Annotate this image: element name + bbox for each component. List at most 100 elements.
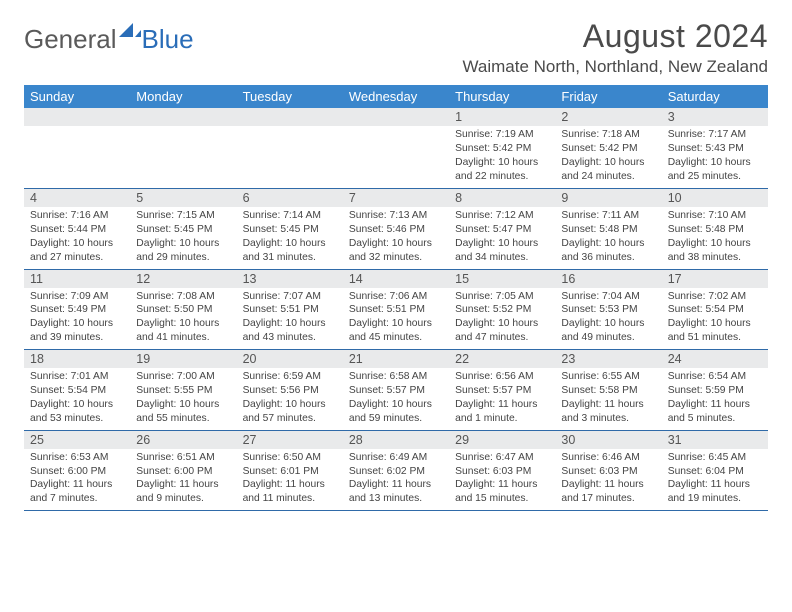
day-cell: 9Sunrise: 7:11 AMSunset: 5:48 PMDaylight… — [555, 189, 661, 269]
sunset-text: Sunset: 6:00 PM — [136, 465, 230, 479]
dayname-wed: Wednesday — [343, 85, 449, 108]
daylight-text: Daylight: 11 hours and 5 minutes. — [668, 398, 762, 426]
day-cell: 26Sunrise: 6:51 AMSunset: 6:00 PMDayligh… — [130, 431, 236, 511]
day-details: Sunrise: 6:49 AMSunset: 6:02 PMDaylight:… — [343, 449, 449, 511]
sunrise-text: Sunrise: 7:05 AM — [455, 290, 549, 304]
week-row: 11Sunrise: 7:09 AMSunset: 5:49 PMDayligh… — [24, 270, 768, 351]
day-cell — [130, 108, 236, 188]
day-details: Sunrise: 7:12 AMSunset: 5:47 PMDaylight:… — [449, 207, 555, 269]
day-details: Sunrise: 7:15 AMSunset: 5:45 PMDaylight:… — [130, 207, 236, 269]
day-details: Sunrise: 7:11 AMSunset: 5:48 PMDaylight:… — [555, 207, 661, 269]
day-cell: 6Sunrise: 7:14 AMSunset: 5:45 PMDaylight… — [237, 189, 343, 269]
sunrise-text: Sunrise: 7:01 AM — [30, 370, 124, 384]
day-cell: 10Sunrise: 7:10 AMSunset: 5:48 PMDayligh… — [662, 189, 768, 269]
day-details: Sunrise: 7:08 AMSunset: 5:50 PMDaylight:… — [130, 288, 236, 350]
day-cell — [343, 108, 449, 188]
daylight-text: Daylight: 11 hours and 15 minutes. — [455, 478, 549, 506]
day-cell: 15Sunrise: 7:05 AMSunset: 5:52 PMDayligh… — [449, 270, 555, 350]
day-cell: 12Sunrise: 7:08 AMSunset: 5:50 PMDayligh… — [130, 270, 236, 350]
day-cell: 1Sunrise: 7:19 AMSunset: 5:42 PMDaylight… — [449, 108, 555, 188]
sunset-text: Sunset: 5:57 PM — [455, 384, 549, 398]
day-details: Sunrise: 7:14 AMSunset: 5:45 PMDaylight:… — [237, 207, 343, 269]
daylight-text: Daylight: 10 hours and 55 minutes. — [136, 398, 230, 426]
day-details: Sunrise: 7:10 AMSunset: 5:48 PMDaylight:… — [662, 207, 768, 269]
daylight-text: Daylight: 10 hours and 31 minutes. — [243, 237, 337, 265]
sunrise-text: Sunrise: 6:45 AM — [668, 451, 762, 465]
day-cell: 3Sunrise: 7:17 AMSunset: 5:43 PMDaylight… — [662, 108, 768, 188]
day-cell: 13Sunrise: 7:07 AMSunset: 5:51 PMDayligh… — [237, 270, 343, 350]
day-details: Sunrise: 7:02 AMSunset: 5:54 PMDaylight:… — [662, 288, 768, 350]
sunrise-text: Sunrise: 7:08 AM — [136, 290, 230, 304]
daylight-text: Daylight: 10 hours and 29 minutes. — [136, 237, 230, 265]
sunset-text: Sunset: 5:53 PM — [561, 303, 655, 317]
week-row: 4Sunrise: 7:16 AMSunset: 5:44 PMDaylight… — [24, 189, 768, 270]
daylight-text: Daylight: 10 hours and 39 minutes. — [30, 317, 124, 345]
sunset-text: Sunset: 5:48 PM — [561, 223, 655, 237]
daylight-text: Daylight: 10 hours and 53 minutes. — [30, 398, 124, 426]
day-number: 8 — [449, 189, 555, 207]
sunrise-text: Sunrise: 7:14 AM — [243, 209, 337, 223]
week-row: 18Sunrise: 7:01 AMSunset: 5:54 PMDayligh… — [24, 350, 768, 431]
sunrise-text: Sunrise: 7:10 AM — [668, 209, 762, 223]
day-number: 3 — [662, 108, 768, 126]
logo-text-general: General — [24, 24, 117, 55]
daylight-text: Daylight: 10 hours and 45 minutes. — [349, 317, 443, 345]
sunset-text: Sunset: 5:57 PM — [349, 384, 443, 398]
daylight-text: Daylight: 10 hours and 59 minutes. — [349, 398, 443, 426]
sunset-text: Sunset: 6:00 PM — [30, 465, 124, 479]
day-number: 19 — [130, 350, 236, 368]
daylight-text: Daylight: 10 hours and 36 minutes. — [561, 237, 655, 265]
day-cell: 29Sunrise: 6:47 AMSunset: 6:03 PMDayligh… — [449, 431, 555, 511]
day-cell: 18Sunrise: 7:01 AMSunset: 5:54 PMDayligh… — [24, 350, 130, 430]
sunset-text: Sunset: 5:47 PM — [455, 223, 549, 237]
day-cell: 16Sunrise: 7:04 AMSunset: 5:53 PMDayligh… — [555, 270, 661, 350]
daylight-text: Daylight: 10 hours and 47 minutes. — [455, 317, 549, 345]
day-number: 18 — [24, 350, 130, 368]
day-cell: 8Sunrise: 7:12 AMSunset: 5:47 PMDaylight… — [449, 189, 555, 269]
sunset-text: Sunset: 5:52 PM — [455, 303, 549, 317]
day-details: Sunrise: 7:06 AMSunset: 5:51 PMDaylight:… — [343, 288, 449, 350]
day-cell: 20Sunrise: 6:59 AMSunset: 5:56 PMDayligh… — [237, 350, 343, 430]
sunset-text: Sunset: 6:01 PM — [243, 465, 337, 479]
day-details: Sunrise: 6:45 AMSunset: 6:04 PMDaylight:… — [662, 449, 768, 511]
dayname-sun: Sunday — [24, 85, 130, 108]
day-details: Sunrise: 6:54 AMSunset: 5:59 PMDaylight:… — [662, 368, 768, 430]
day-number: 10 — [662, 189, 768, 207]
daylight-text: Daylight: 11 hours and 17 minutes. — [561, 478, 655, 506]
day-cell: 27Sunrise: 6:50 AMSunset: 6:01 PMDayligh… — [237, 431, 343, 511]
day-number: 6 — [237, 189, 343, 207]
day-cell: 21Sunrise: 6:58 AMSunset: 5:57 PMDayligh… — [343, 350, 449, 430]
day-number: 20 — [237, 350, 343, 368]
sunset-text: Sunset: 5:59 PM — [668, 384, 762, 398]
sunrise-text: Sunrise: 6:46 AM — [561, 451, 655, 465]
day-details: Sunrise: 7:19 AMSunset: 5:42 PMDaylight:… — [449, 126, 555, 188]
daylight-text: Daylight: 10 hours and 32 minutes. — [349, 237, 443, 265]
sunset-text: Sunset: 5:48 PM — [668, 223, 762, 237]
day-cell: 11Sunrise: 7:09 AMSunset: 5:49 PMDayligh… — [24, 270, 130, 350]
sunset-text: Sunset: 5:54 PM — [668, 303, 762, 317]
day-number: 12 — [130, 270, 236, 288]
day-details: Sunrise: 6:50 AMSunset: 6:01 PMDaylight:… — [237, 449, 343, 511]
day-details — [237, 126, 343, 132]
day-details: Sunrise: 7:04 AMSunset: 5:53 PMDaylight:… — [555, 288, 661, 350]
sunset-text: Sunset: 5:49 PM — [30, 303, 124, 317]
sunrise-text: Sunrise: 6:49 AM — [349, 451, 443, 465]
sunrise-text: Sunrise: 7:06 AM — [349, 290, 443, 304]
daylight-text: Daylight: 10 hours and 24 minutes. — [561, 156, 655, 184]
weeks-container: 1Sunrise: 7:19 AMSunset: 5:42 PMDaylight… — [24, 108, 768, 511]
sunset-text: Sunset: 5:45 PM — [243, 223, 337, 237]
day-number — [343, 108, 449, 126]
daylight-text: Daylight: 11 hours and 13 minutes. — [349, 478, 443, 506]
day-number: 28 — [343, 431, 449, 449]
sunset-text: Sunset: 5:45 PM — [136, 223, 230, 237]
day-cell — [24, 108, 130, 188]
sunset-text: Sunset: 5:55 PM — [136, 384, 230, 398]
sunset-text: Sunset: 6:04 PM — [668, 465, 762, 479]
sunrise-text: Sunrise: 7:11 AM — [561, 209, 655, 223]
week-row: 25Sunrise: 6:53 AMSunset: 6:00 PMDayligh… — [24, 431, 768, 512]
day-cell: 2Sunrise: 7:18 AMSunset: 5:42 PMDaylight… — [555, 108, 661, 188]
day-number: 21 — [343, 350, 449, 368]
day-number: 9 — [555, 189, 661, 207]
sunrise-text: Sunrise: 7:15 AM — [136, 209, 230, 223]
sunset-text: Sunset: 5:51 PM — [243, 303, 337, 317]
